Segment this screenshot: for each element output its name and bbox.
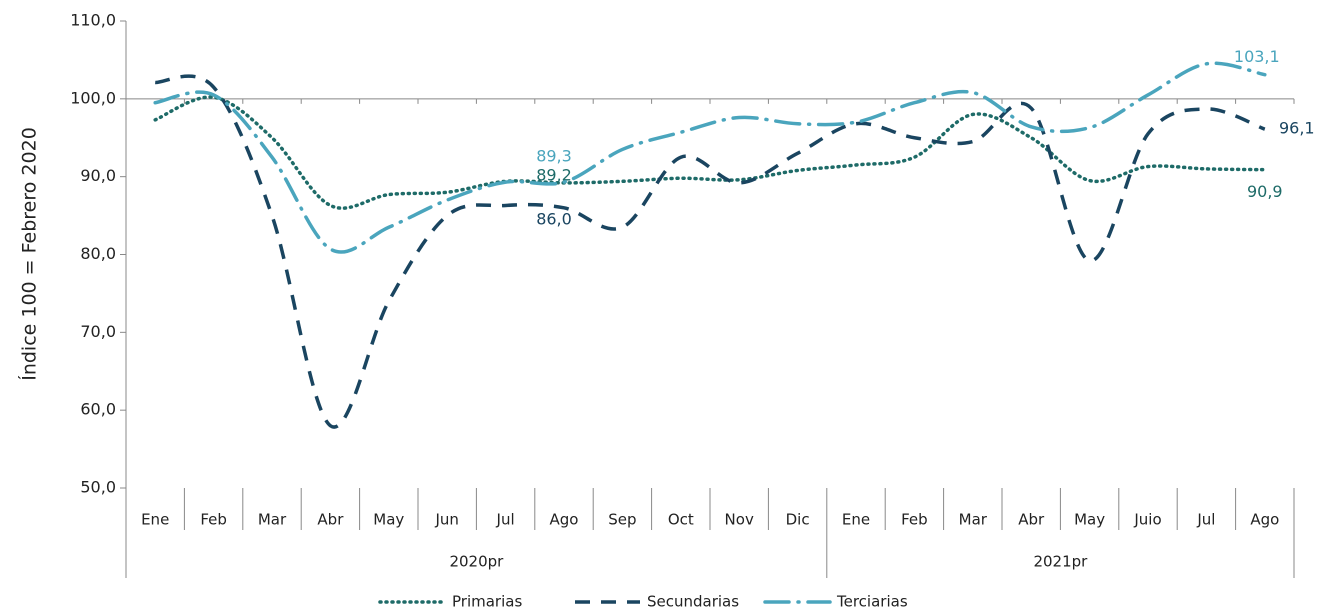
y-tick-label: 60,0 bbox=[80, 400, 116, 419]
y-axis-label: Índice 100 = Febrero 2020 bbox=[18, 127, 41, 381]
y-tick-label: 90,0 bbox=[80, 166, 116, 185]
data-label: 96,1 bbox=[1279, 119, 1315, 138]
group-label: 2021pr bbox=[1033, 553, 1088, 571]
x-tick-label: Abr bbox=[317, 511, 344, 529]
x-tick-label: Sep bbox=[608, 511, 636, 529]
x-tick-label: Feb bbox=[200, 511, 227, 529]
data-label: 86,0 bbox=[536, 209, 572, 228]
x-tick-label: Juio bbox=[1133, 511, 1161, 529]
x-tick-label: Ene bbox=[842, 511, 870, 529]
x-tick-label: May bbox=[373, 511, 404, 529]
x-tick-label: Jul bbox=[1196, 511, 1215, 529]
data-label: 90,9 bbox=[1247, 182, 1283, 201]
y-tick-label: 70,0 bbox=[80, 322, 116, 341]
x-tick-label: Abr bbox=[1018, 511, 1045, 529]
group-label: 2020pr bbox=[449, 553, 504, 571]
x-tick-label: Oct bbox=[668, 511, 694, 529]
data-label: 89,2 bbox=[536, 165, 572, 184]
y-tick-label: 50,0 bbox=[80, 478, 116, 497]
data-label: 103,1 bbox=[1234, 47, 1280, 66]
legend-label: Terciarias bbox=[836, 593, 908, 611]
x-tick-label: Jun bbox=[434, 511, 458, 529]
series-line bbox=[155, 74, 1266, 429]
x-tick-label: Dic bbox=[786, 511, 810, 529]
y-tick-label: 80,0 bbox=[80, 244, 116, 263]
series-line bbox=[153, 95, 1267, 210]
x-tick-label: Mar bbox=[258, 511, 287, 529]
x-tick-label: Ago bbox=[550, 511, 579, 529]
legend-label: Primarias bbox=[452, 593, 522, 611]
legend-label: Secundarias bbox=[647, 593, 739, 611]
y-tick-label: 100,0 bbox=[70, 88, 116, 107]
x-tick-label: Jul bbox=[496, 511, 515, 529]
data-label: 89,3 bbox=[536, 147, 572, 166]
x-tick-label: Nov bbox=[725, 511, 754, 529]
x-tick-label: Ago bbox=[1250, 511, 1279, 529]
x-tick-label: May bbox=[1074, 511, 1105, 529]
x-tick-label: Ene bbox=[141, 511, 169, 529]
x-tick-label: Mar bbox=[959, 511, 988, 529]
y-tick-label: 110,0 bbox=[70, 11, 116, 30]
x-tick-label: Feb bbox=[901, 511, 928, 529]
series-line bbox=[153, 61, 1267, 254]
